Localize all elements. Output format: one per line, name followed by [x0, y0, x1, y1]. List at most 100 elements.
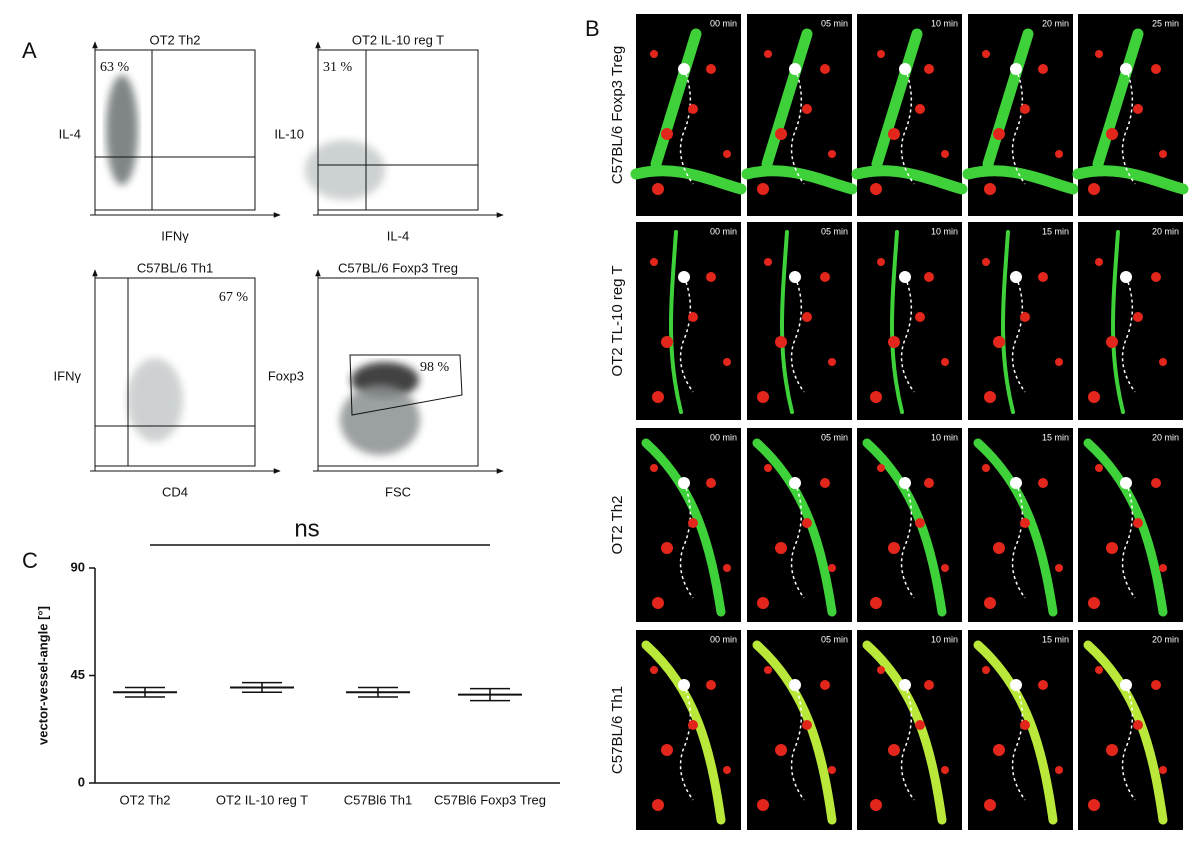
cell	[757, 799, 769, 811]
plot-title: OT2 Th2	[149, 32, 200, 47]
vessel	[780, 230, 794, 414]
cell	[650, 464, 658, 472]
time-label: 25 min	[1152, 18, 1179, 28]
cell	[1055, 564, 1063, 572]
track	[900, 689, 915, 801]
error-bar	[470, 687, 510, 702]
cell	[984, 597, 996, 609]
micrograph	[636, 222, 741, 420]
micrograph	[1078, 222, 1183, 420]
micrograph-content	[650, 230, 731, 414]
cell	[1159, 358, 1167, 366]
track	[1011, 487, 1026, 599]
event-cloud	[127, 358, 183, 442]
plot-title: OT2 IL-10 reg T	[352, 32, 444, 47]
event-cloud	[305, 140, 385, 200]
track	[679, 689, 694, 801]
cell	[888, 744, 900, 756]
cell	[775, 128, 787, 140]
cell	[706, 64, 716, 74]
cell	[1159, 564, 1167, 572]
vessel	[641, 438, 726, 617]
cell	[706, 680, 716, 690]
cell	[993, 336, 1005, 348]
tracked-cell	[789, 477, 801, 489]
micrograph-content	[741, 28, 858, 195]
y-axis-label: IL-4	[59, 126, 81, 141]
time-label: 00 min	[710, 432, 737, 442]
micrograph-content	[752, 640, 837, 825]
cell	[661, 336, 673, 348]
cell	[982, 464, 990, 472]
cell	[1106, 542, 1118, 554]
cell	[1151, 478, 1161, 488]
tracked-cell	[899, 477, 911, 489]
tracked-cell	[678, 63, 690, 75]
cell	[1106, 128, 1118, 140]
panel-label: A	[22, 38, 37, 63]
cell	[650, 666, 658, 674]
track	[1011, 281, 1026, 393]
track	[900, 281, 915, 393]
event-cloud	[340, 385, 420, 455]
tracked-cell	[1120, 477, 1132, 489]
track	[1011, 73, 1026, 185]
tracked-cell	[1120, 679, 1132, 691]
micrograph-content	[962, 28, 1079, 195]
time-label: 00 min	[710, 18, 737, 28]
cell	[924, 64, 934, 74]
cell	[1133, 104, 1143, 114]
track	[900, 487, 915, 599]
track	[1011, 689, 1026, 801]
cell	[941, 358, 949, 366]
vessel	[973, 640, 1058, 825]
cell	[828, 564, 836, 572]
cell	[888, 542, 900, 554]
track	[1121, 281, 1136, 393]
cell	[1151, 64, 1161, 74]
cell	[652, 597, 664, 609]
x-tick-label: OT2 Th2	[119, 792, 170, 807]
row-label: C57BL/6 Th1	[609, 686, 626, 774]
cell	[775, 336, 787, 348]
micrograph-content	[641, 640, 731, 825]
track	[790, 689, 805, 801]
cell	[802, 104, 812, 114]
cell	[924, 478, 934, 488]
cell	[1088, 799, 1100, 811]
y-tick-label: 0	[78, 774, 85, 789]
track	[900, 73, 915, 185]
micrograph	[1078, 428, 1183, 622]
row-label: OT2 TL-10 reg T	[609, 265, 626, 376]
time-label: 05 min	[821, 18, 848, 28]
cell	[877, 464, 885, 472]
cell	[1088, 391, 1100, 403]
track	[790, 281, 805, 393]
vessel	[1001, 230, 1015, 414]
cell	[1088, 183, 1100, 195]
micrograph	[747, 222, 852, 420]
cell	[688, 518, 698, 528]
time-label: 15 min	[1042, 226, 1069, 236]
cell	[993, 128, 1005, 140]
tracked-cell	[1010, 679, 1022, 691]
cell	[828, 150, 836, 158]
gate-percent: 63 %	[100, 60, 130, 75]
tracked-cell	[678, 679, 690, 691]
micrograph-content	[973, 438, 1063, 617]
cell	[757, 183, 769, 195]
cell	[652, 391, 664, 403]
vessel	[973, 438, 1058, 617]
y-tick-label: 45	[71, 667, 85, 682]
time-label: 20 min	[1152, 634, 1179, 644]
vessel	[741, 28, 858, 195]
y-axis-label: IL-10	[274, 126, 304, 141]
tracked-cell	[678, 271, 690, 283]
cell	[915, 518, 925, 528]
cell	[1095, 666, 1103, 674]
cell	[1106, 744, 1118, 756]
cell	[1159, 150, 1167, 158]
cell	[1055, 766, 1063, 774]
cell	[941, 766, 949, 774]
cell	[723, 150, 731, 158]
